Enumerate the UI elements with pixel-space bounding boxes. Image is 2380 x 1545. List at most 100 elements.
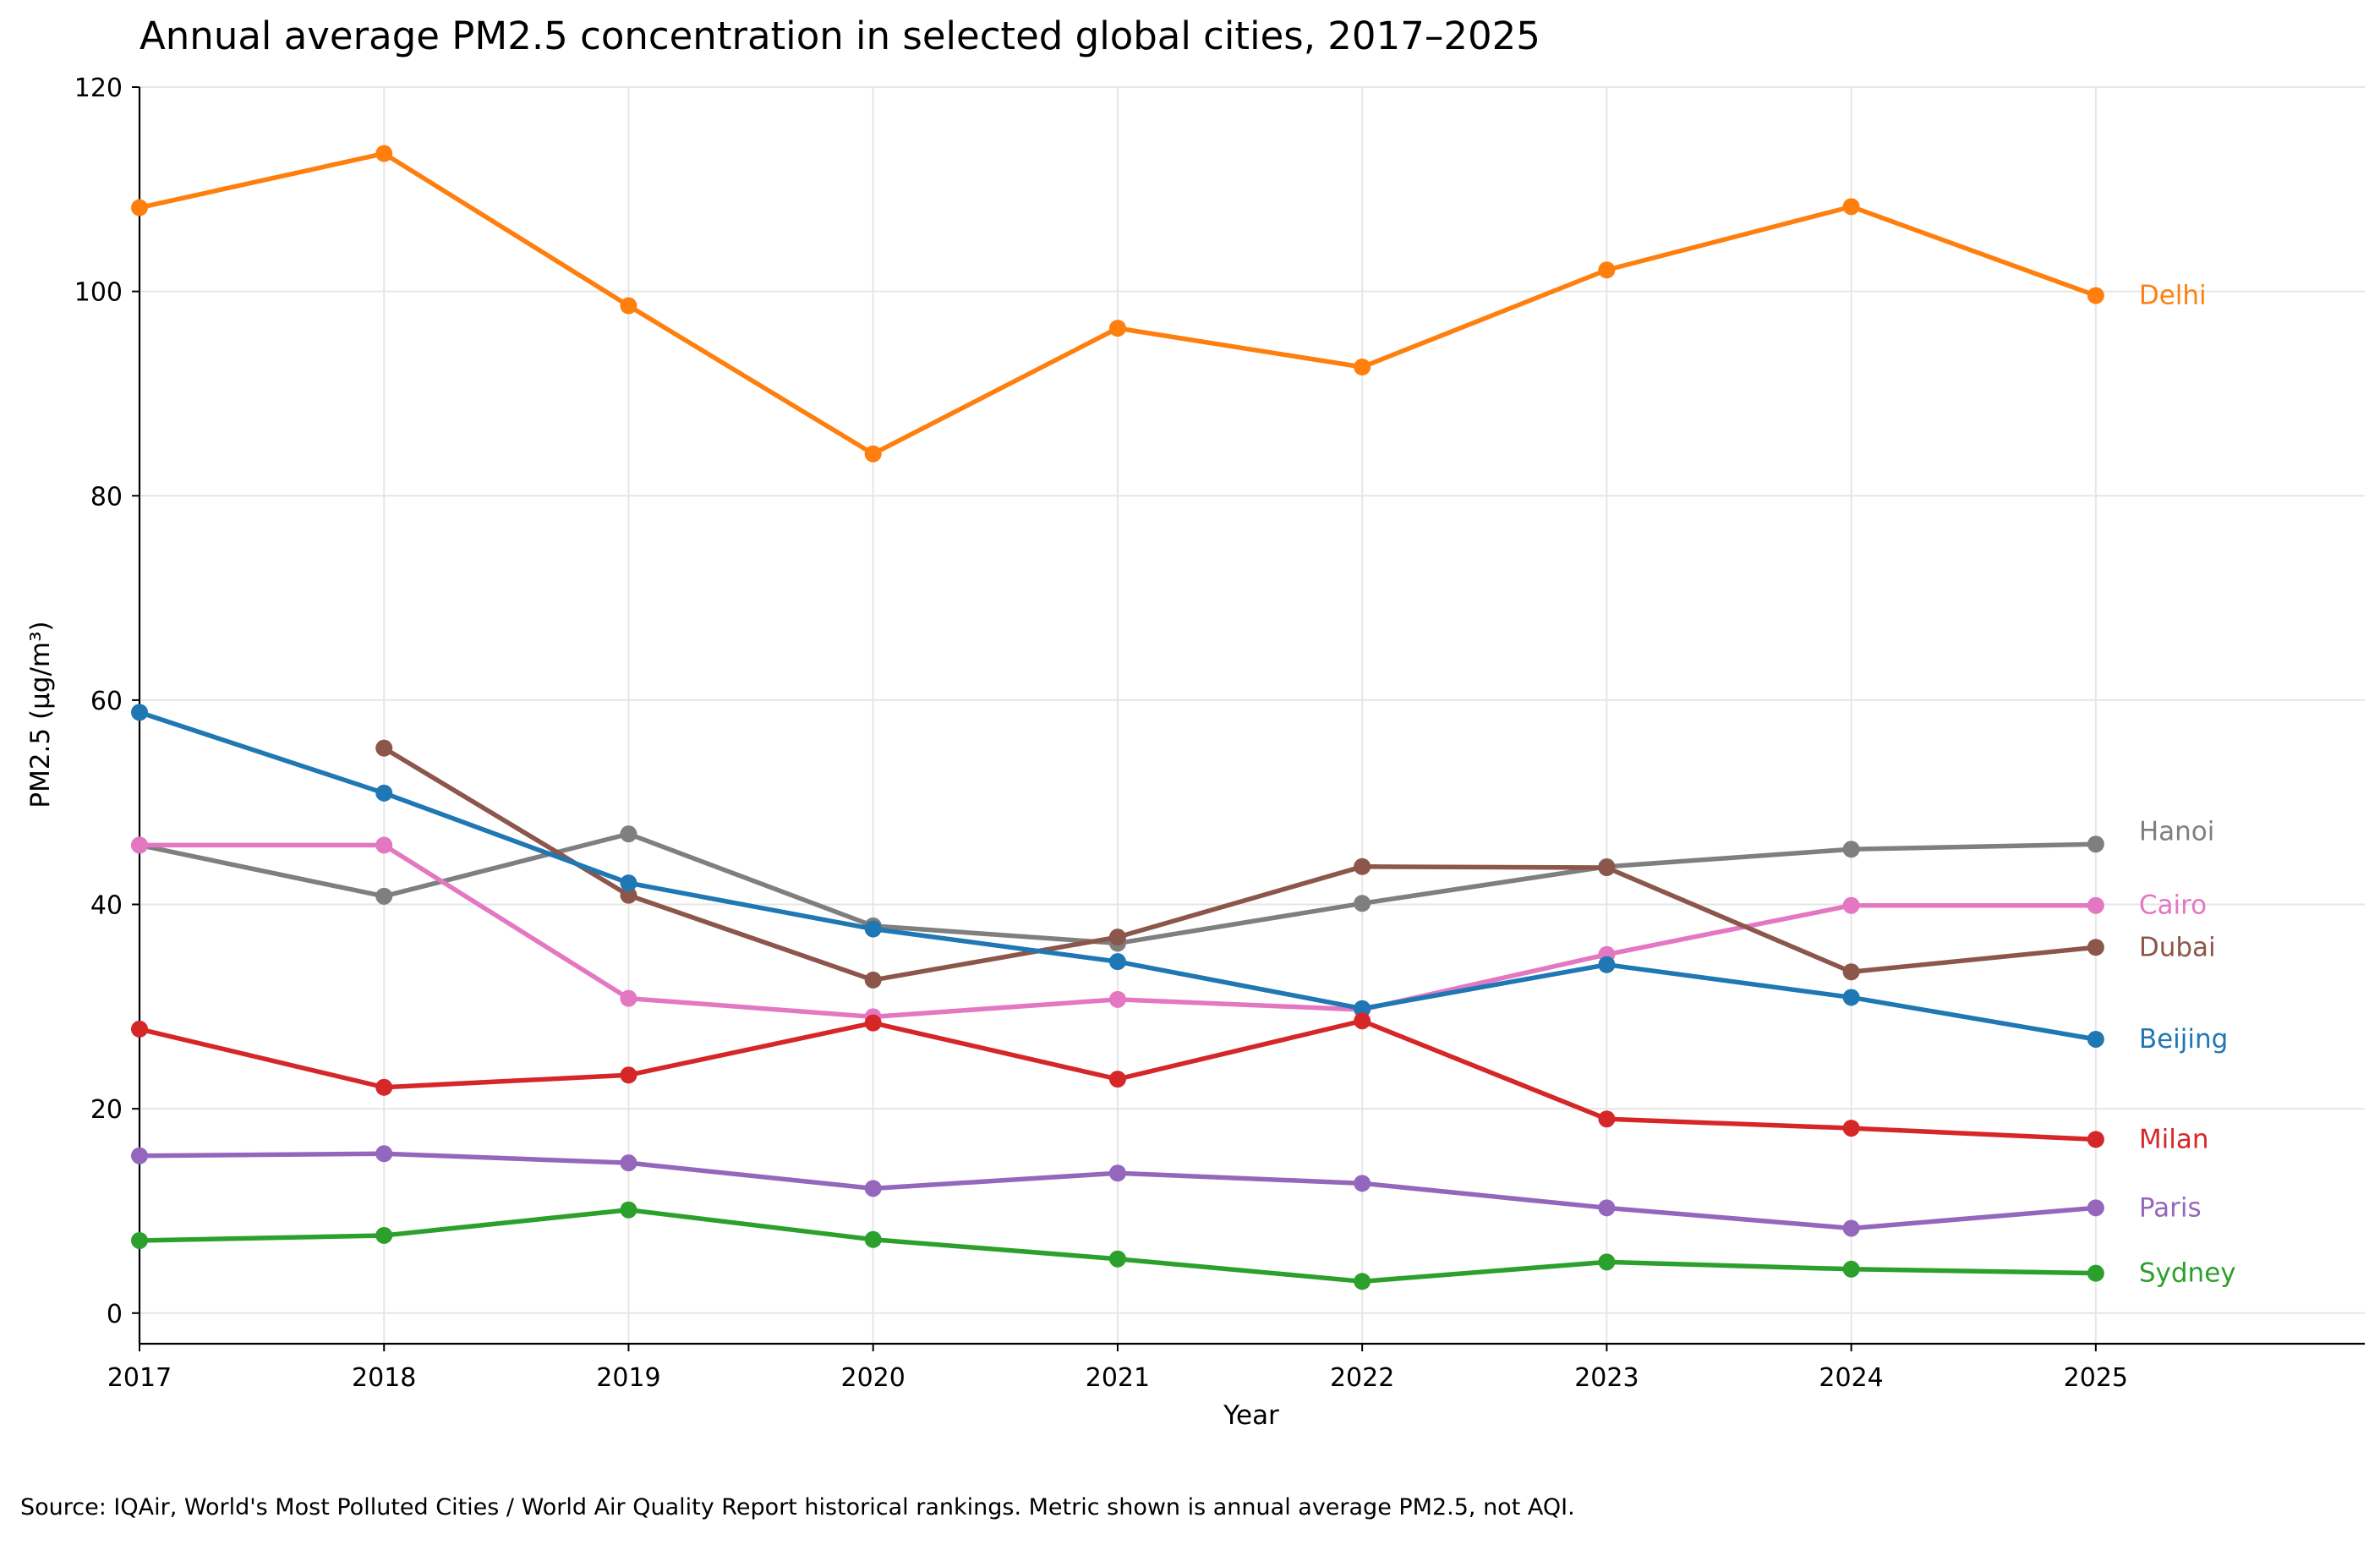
series-lines xyxy=(131,145,2104,1290)
y-tick-label: 120 xyxy=(74,74,123,103)
data-point-dubai xyxy=(1842,963,1860,981)
data-point-paris xyxy=(864,1180,882,1197)
data-point-paris xyxy=(375,1145,393,1163)
series-label-dubai: Dubai xyxy=(2139,933,2216,963)
data-point-cairo xyxy=(620,989,637,1007)
data-point-delhi xyxy=(620,297,637,315)
series-label-hanoi: Hanoi xyxy=(2139,817,2215,847)
data-point-dubai xyxy=(2087,939,2104,956)
data-point-hanoi xyxy=(2087,836,2104,853)
data-point-paris xyxy=(131,1147,148,1164)
y-tick-label: 80 xyxy=(90,482,123,512)
data-point-beijing xyxy=(1354,1000,1371,1017)
x-tick-label: 2021 xyxy=(1086,1363,1150,1393)
data-point-dubai xyxy=(1354,857,1371,875)
data-point-paris xyxy=(1842,1219,1860,1237)
series-beijing xyxy=(131,704,2104,1048)
series-line-dubai xyxy=(381,745,2098,983)
series-label-paris: Paris xyxy=(2139,1192,2202,1223)
data-point-delhi xyxy=(1354,359,1371,376)
data-point-paris xyxy=(1108,1164,1126,1182)
x-tick-label: 2025 xyxy=(2064,1363,2128,1393)
data-point-paris xyxy=(1354,1175,1371,1192)
data-point-beijing xyxy=(1842,989,1860,1006)
data-point-dubai xyxy=(375,739,393,757)
y-tick-label: 20 xyxy=(90,1095,123,1125)
data-point-paris xyxy=(1598,1199,1616,1217)
data-point-delhi xyxy=(2087,287,2104,304)
series-dubai xyxy=(375,739,2104,989)
series-milan xyxy=(131,1012,2104,1148)
data-point-milan xyxy=(1108,1071,1126,1088)
x-tick-label: 2020 xyxy=(841,1363,905,1393)
data-point-milan xyxy=(620,1066,637,1084)
axes xyxy=(132,86,2365,1351)
data-point-hanoi xyxy=(375,887,393,905)
data-point-sydney xyxy=(864,1230,882,1248)
data-point-delhi xyxy=(1108,320,1126,337)
data-point-milan xyxy=(1598,1110,1616,1128)
data-point-milan xyxy=(1842,1120,1860,1137)
source-note: Source: IQAir, World's Most Polluted Cit… xyxy=(20,1494,1575,1520)
y-tick-label: 100 xyxy=(74,278,123,308)
data-point-sydney xyxy=(620,1201,637,1219)
data-point-cairo xyxy=(1842,896,1860,914)
data-point-beijing xyxy=(375,784,393,802)
data-point-sydney xyxy=(1842,1260,1860,1278)
data-point-cairo xyxy=(2087,896,2104,914)
data-point-sydney xyxy=(1108,1250,1126,1268)
data-point-hanoi xyxy=(1842,841,1860,858)
data-point-beijing xyxy=(620,874,637,892)
y-tick-label: 60 xyxy=(90,687,123,716)
x-tick-label: 2018 xyxy=(352,1363,416,1393)
data-point-cairo xyxy=(375,836,393,854)
data-point-milan xyxy=(131,1020,148,1038)
series-label-delhi: Delhi xyxy=(2139,280,2207,310)
grid-lines xyxy=(139,86,2365,1344)
data-point-hanoi xyxy=(1354,895,1371,912)
series-paris xyxy=(131,1145,2104,1237)
x-axis-label: Year xyxy=(1223,1400,1279,1431)
series-end-labels: Delhi Hanoi Cairo Dubai Beijing Milan Paris Syd… xyxy=(2139,280,2236,1288)
data-point-delhi xyxy=(1842,198,1860,216)
data-point-cairo xyxy=(131,836,148,854)
series-label-sydney: Sydney xyxy=(2139,1258,2236,1289)
data-point-sydney xyxy=(375,1226,393,1244)
data-point-sydney xyxy=(131,1231,148,1249)
data-point-hanoi xyxy=(620,825,637,843)
data-point-milan xyxy=(375,1078,393,1096)
data-point-dubai xyxy=(1108,929,1126,946)
series-label-milan: Milan xyxy=(2139,1124,2209,1154)
data-point-dubai xyxy=(864,971,882,989)
x-tick-label: 2024 xyxy=(1819,1363,1883,1393)
data-point-delhi xyxy=(864,445,882,463)
series-label-cairo: Cairo xyxy=(2139,890,2207,921)
data-point-paris xyxy=(620,1154,637,1172)
x-tick-label: 2017 xyxy=(107,1363,172,1393)
data-point-delhi xyxy=(131,199,148,216)
tick-labels: 2017 2018 2019 2020 2021 2022 2023 2024 2025 0 20 4… xyxy=(74,74,2128,1393)
data-point-beijing xyxy=(1108,953,1126,971)
x-tick-label: 2022 xyxy=(1330,1363,1394,1393)
data-point-dubai xyxy=(620,886,637,904)
chart-title: Annual average PM2.5 concentration in se… xyxy=(140,14,1540,58)
data-point-sydney xyxy=(1354,1273,1371,1290)
data-point-beijing xyxy=(2087,1030,2104,1048)
data-point-milan xyxy=(2087,1131,2104,1148)
data-point-delhi xyxy=(1598,261,1616,279)
y-tick-label: 0 xyxy=(107,1300,123,1329)
data-point-milan xyxy=(1354,1012,1371,1030)
x-tick-label: 2019 xyxy=(596,1363,660,1393)
data-point-cairo xyxy=(1108,990,1126,1008)
series-sydney xyxy=(131,1201,2104,1290)
data-point-delhi xyxy=(375,145,393,162)
data-point-milan xyxy=(864,1014,882,1032)
data-point-beijing xyxy=(1598,956,1616,973)
data-point-sydney xyxy=(2087,1264,2104,1282)
x-tick-label: 2023 xyxy=(1574,1363,1639,1393)
data-point-paris xyxy=(2087,1199,2104,1217)
data-point-sydney xyxy=(1598,1253,1616,1271)
data-point-beijing xyxy=(864,920,882,938)
series-delhi xyxy=(131,145,2104,463)
